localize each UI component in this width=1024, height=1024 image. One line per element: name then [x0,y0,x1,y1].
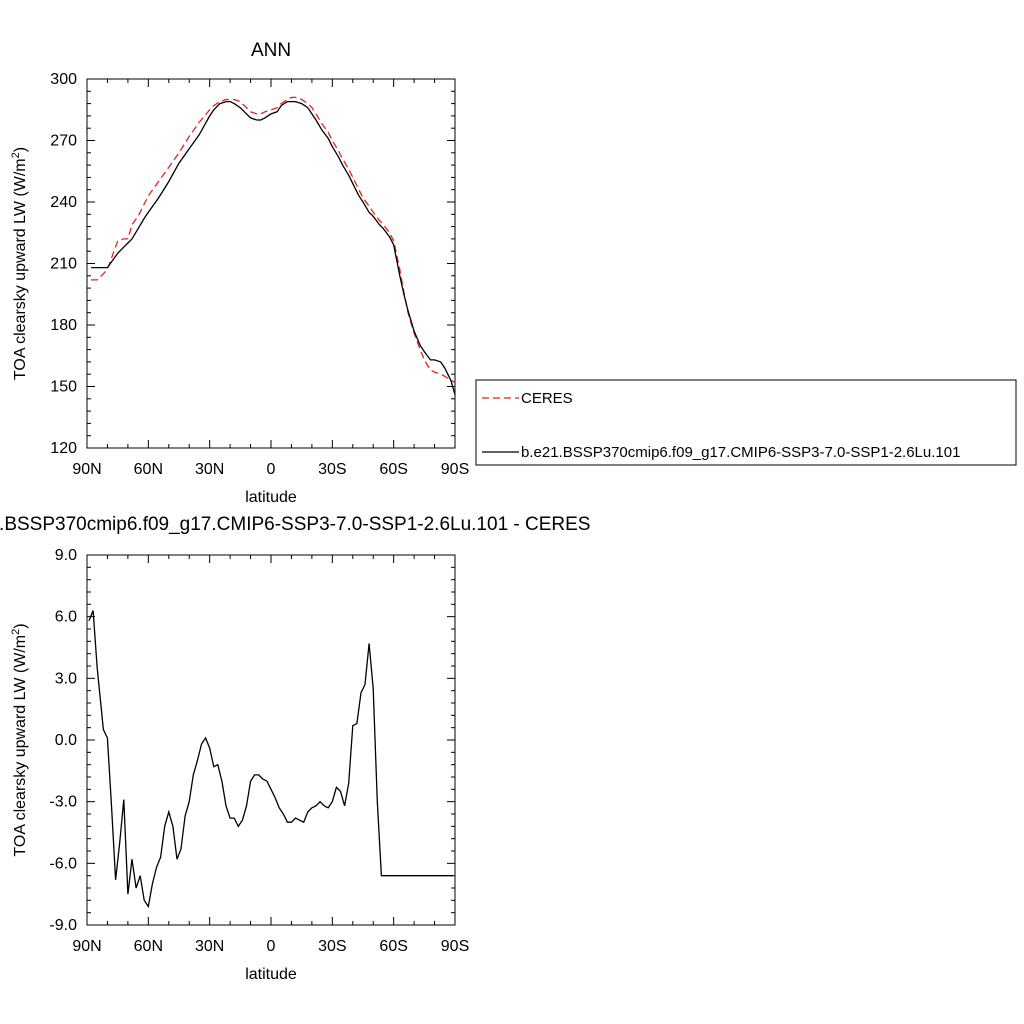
top-x-axis-label: latitude [245,489,297,506]
y-axis-label-superscript: 2 [10,629,22,635]
top-y-axis-label: TOA clearsky upward LW (W/m2) [10,147,29,380]
bottom-y-axis-label: TOA clearsky upward LW (W/m2) [10,623,29,856]
y-axis-label-close: ) [12,147,29,152]
y-tick-label: 6.0 [55,609,77,626]
bottom-axis-ticks: 90N 60N 30N 0 30S 60S 90S -9.0 -6.0 -3.0 0.0 3.0 6.0… [49,547,469,955]
x-tick-label: 0 [267,938,276,955]
legend-label-ceres: CERES [521,390,573,407]
bottom-plot-frame [86,554,456,926]
x-tick-label: 90S [441,938,469,955]
x-tick-label: 90N [72,938,101,955]
y-tick-label: 3.0 [55,670,77,687]
legend: CERES b.e21.BSSP370cmip6.f09_g17.CMIP6-S… [475,379,1017,466]
x-tick-label: 30S [318,938,346,955]
y-tick-label: 180 [50,317,77,334]
y-tick-label: 9.0 [55,547,77,564]
y-axis-label-text: TOA clearsky upward LW (W/m [12,158,29,380]
y-tick-label: -3.0 [49,794,77,811]
bottom-x-axis-label: latitude [245,966,297,983]
series-line-0 [88,610,453,909]
y-axis-label-text: TOA clearsky upward LW (W/m [12,635,29,857]
x-tick-label: 90N [72,461,101,478]
y-tick-label: 120 [50,440,77,457]
y-tick-label: 0.0 [55,732,77,749]
x-tick-label: 60S [379,938,407,955]
y-tick-label: 210 [50,256,77,273]
series-line-1 [91,100,456,395]
x-tick-label: 30N [195,938,224,955]
y-tick-label: 150 [50,379,77,396]
y-axis-label-close: ) [12,623,29,628]
top-series-group [91,96,456,395]
x-tick-label: 60S [379,461,407,478]
legend-box [475,379,1017,466]
legend-label-model: b.e21.BSSP370cmip6.f09_g17.CMIP6-SSP3-7.… [521,444,960,461]
x-tick-label: 90S [441,461,469,478]
top-panel-title: ANN [251,40,291,61]
bottom-panel: b.e21.BSSP370cmip6.f09_g17.CMIP6-SSP3-7.… [0,514,590,983]
top-axis-ticks: 90N 60N 30N 0 30S 60S 90S 120 150 180 210 240 270 300 [50,71,469,478]
top-plot-frame [86,78,456,449]
x-tick-label: 30S [318,461,346,478]
x-tick-label: 0 [267,461,276,478]
bottom-series-group [88,610,453,909]
x-tick-label: 60N [134,461,163,478]
y-tick-label: 240 [50,194,77,211]
y-tick-label: -9.0 [49,917,77,934]
top-panel: ANN 90N 60N 30N 0 30S 60S 90S 120 150 180 210 240 27… [10,40,469,506]
y-tick-label: 300 [50,71,77,88]
series-line-0 [91,96,456,383]
y-tick-label: 270 [50,133,77,150]
bottom-panel-title: b.e21.BSSP370cmip6.f09_g17.CMIP6-SSP3-7.… [0,514,590,535]
y-tick-label: -6.0 [49,855,77,872]
x-tick-label: 30N [195,461,224,478]
x-tick-label: 60N [134,938,163,955]
y-axis-label-superscript: 2 [10,152,22,158]
